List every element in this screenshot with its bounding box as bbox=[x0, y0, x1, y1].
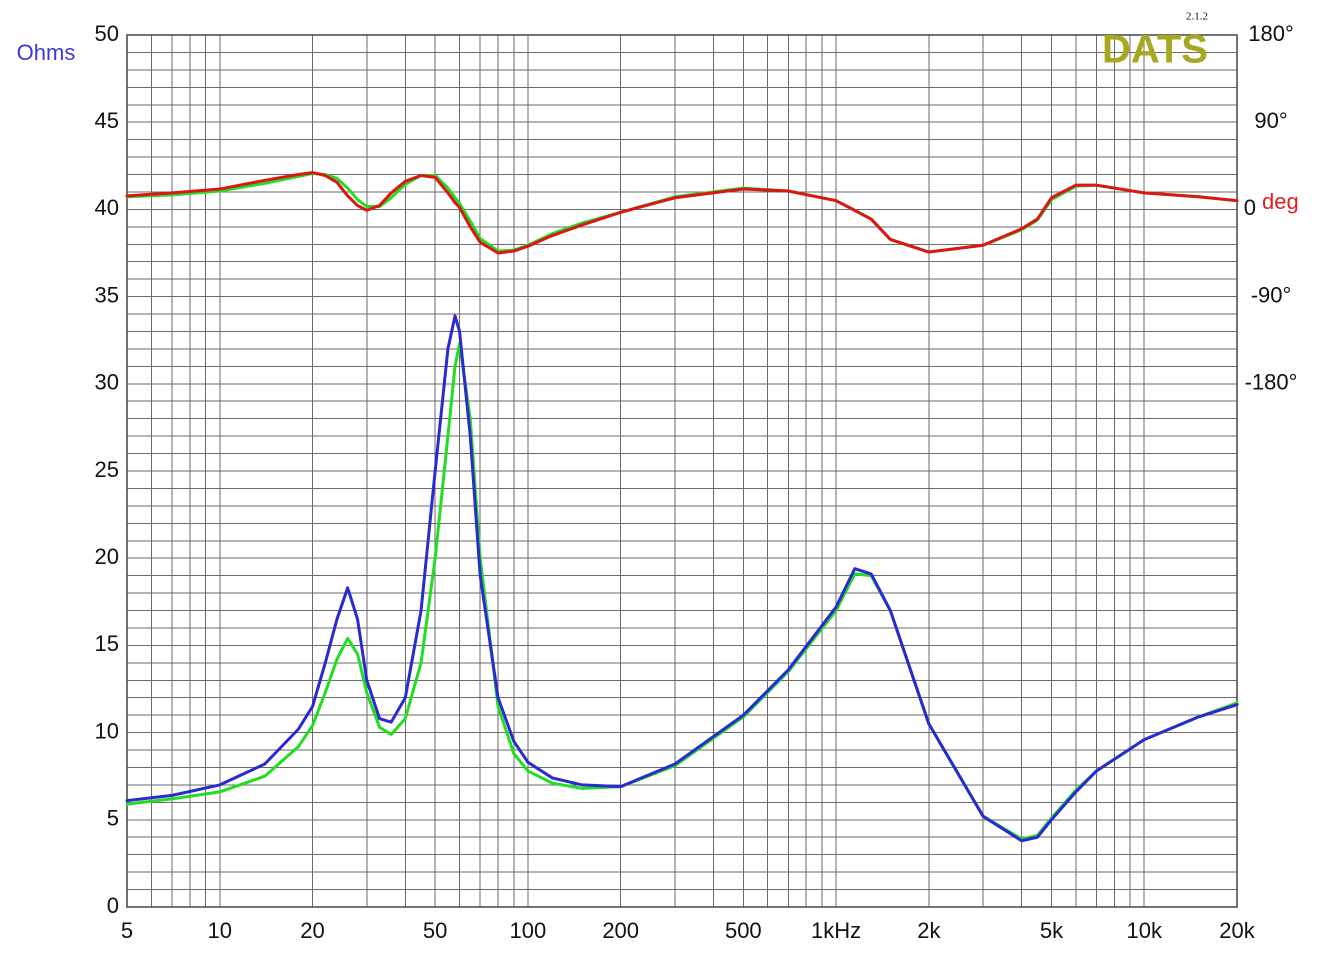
y-tick-label: 15 bbox=[95, 631, 119, 656]
x-tick-label: 10k bbox=[1126, 918, 1162, 943]
y-tick-label: 10 bbox=[95, 718, 119, 743]
logo: DATS bbox=[1102, 28, 1208, 72]
x-tick-label: 200 bbox=[602, 918, 639, 943]
y2-tick-label: -90° bbox=[1251, 282, 1292, 307]
y2-tick-label: -180° bbox=[1245, 370, 1298, 395]
x-tick-label: 100 bbox=[510, 918, 547, 943]
logo-version: 2.1.2 bbox=[1186, 11, 1208, 23]
y-tick-label: 5 bbox=[107, 806, 119, 831]
y-tick-label: 0 bbox=[107, 893, 119, 918]
x-tick-label: 2k bbox=[917, 918, 941, 943]
x-tick-label: 10 bbox=[208, 918, 232, 943]
x-tick-label: 50 bbox=[423, 918, 447, 943]
y2-tick-label: 180° bbox=[1248, 21, 1294, 46]
y2-tick-label: 0 bbox=[1244, 195, 1256, 220]
y-tick-label: 45 bbox=[95, 108, 119, 133]
x-tick-label: 5k bbox=[1040, 918, 1064, 943]
x-tick-label: 20 bbox=[300, 918, 324, 943]
y-tick-label: 50 bbox=[95, 21, 119, 46]
y2-tick-label: 90° bbox=[1254, 108, 1287, 133]
x-tick-label: 5 bbox=[121, 918, 133, 943]
series-line bbox=[125, 314, 1239, 843]
y-axis-label: Ohms bbox=[17, 40, 76, 65]
y-tick-label: 25 bbox=[95, 457, 119, 482]
plot bbox=[125, 171, 1239, 843]
x-tick-label: 500 bbox=[725, 918, 762, 943]
y-tick-label: 35 bbox=[95, 282, 119, 307]
y-tick-label: 20 bbox=[95, 544, 119, 569]
y-tick-label: 30 bbox=[95, 370, 119, 395]
x-tick-label: 1kHz bbox=[811, 918, 861, 943]
x-tick-label: 20k bbox=[1219, 918, 1255, 943]
series-line bbox=[125, 171, 1239, 255]
plot-border bbox=[126, 34, 1238, 908]
y2-axis-label: deg bbox=[1262, 189, 1299, 214]
y-tick-label: 40 bbox=[95, 195, 119, 220]
